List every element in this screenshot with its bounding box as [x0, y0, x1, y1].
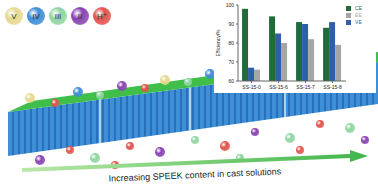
svg-text:90: 90	[228, 21, 234, 27]
svg-text:Increasing SPEEK content in ca: Increasing SPEEK content in cast solutio…	[108, 166, 281, 183]
svg-text:80: 80	[228, 40, 234, 46]
svg-text:60: 60	[228, 78, 234, 84]
svg-text:70: 70	[228, 59, 234, 65]
svg-text:SS-15-8: SS-15-8	[323, 84, 342, 90]
svg-text:Efficiency/%: Efficiency/%	[215, 29, 221, 57]
html-text:EE: EE	[355, 12, 362, 18]
svg-text:II: II	[78, 12, 82, 21]
svg-text:100: 100	[226, 2, 235, 8]
svg-text:V: V	[11, 12, 17, 21]
svg-text:IV: IV	[32, 12, 40, 21]
svg-text:SS-15-6: SS-15-6	[269, 84, 288, 90]
html-text:CE: CE	[355, 5, 362, 11]
svg-text:SS-15-0: SS-15-0	[242, 84, 261, 90]
svg-text:H⁺: H⁺	[97, 12, 107, 21]
html-text:VE: VE	[355, 19, 362, 25]
svg-text:III: III	[55, 12, 62, 21]
svg-text:SS-15-7: SS-15-7	[296, 84, 315, 90]
